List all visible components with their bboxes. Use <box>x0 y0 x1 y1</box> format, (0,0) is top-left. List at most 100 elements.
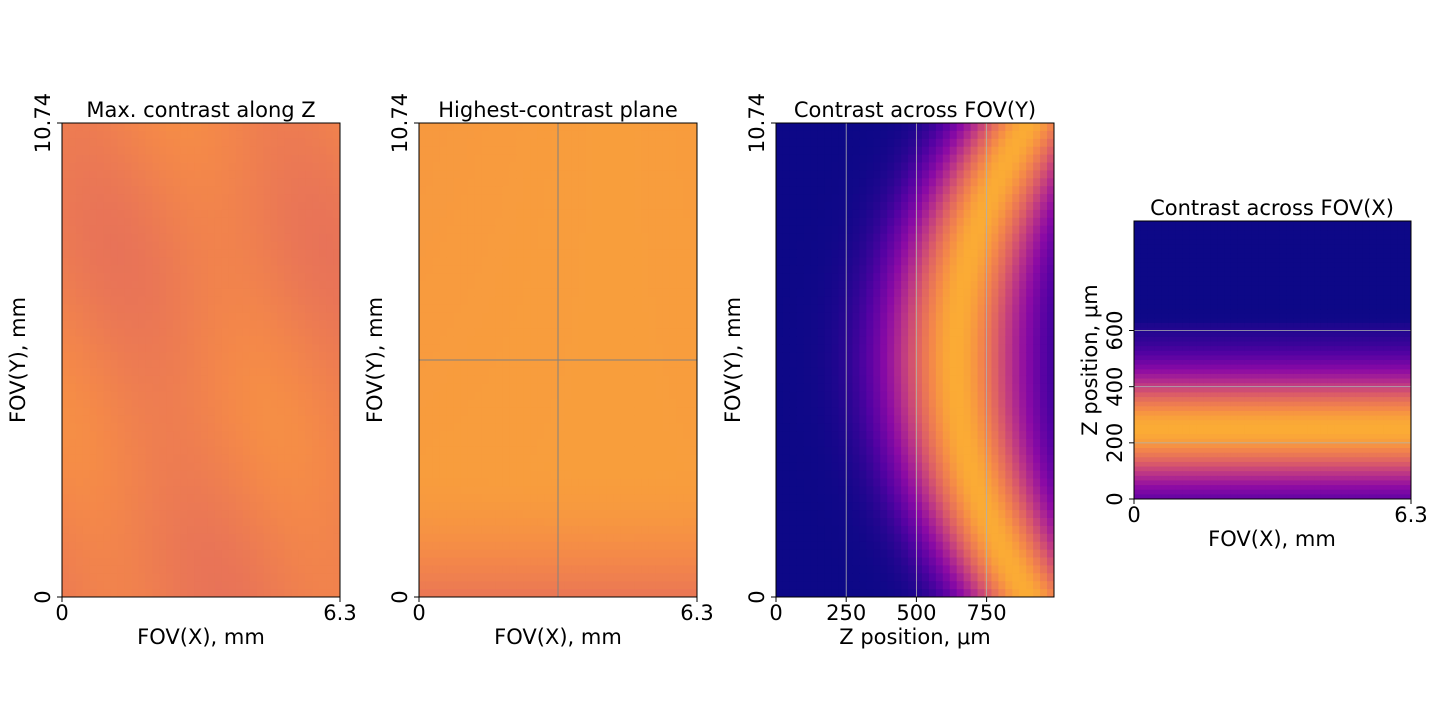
heatmap-cell <box>305 154 313 164</box>
heatmap-cell <box>502 352 510 361</box>
heatmap-cell <box>585 194 594 203</box>
heatmap-cell <box>180 494 188 503</box>
heatmap-cell <box>564 336 573 345</box>
heatmap-cell <box>305 525 313 535</box>
heatmap-cell <box>270 225 279 235</box>
heatmap-cell <box>669 439 677 448</box>
heatmap-cell <box>291 162 299 171</box>
heatmap-cell <box>551 518 559 527</box>
heatmap-cell <box>221 257 230 266</box>
heatmap-cell <box>117 186 126 195</box>
heatmap-cell <box>641 257 649 266</box>
heatmap-cell <box>103 138 112 148</box>
heatmap-cell <box>110 233 119 243</box>
heatmap-cell <box>159 525 167 535</box>
heatmap-cell <box>277 478 285 487</box>
heatmap-cell <box>648 549 656 559</box>
heatmap-cell <box>194 209 202 219</box>
heatmap-cell <box>263 202 272 211</box>
heatmap-cell <box>201 565 209 574</box>
heatmap-cell <box>571 375 580 385</box>
heatmap-cell <box>270 154 279 164</box>
heatmap-cell <box>523 573 531 582</box>
heatmap-cell <box>676 462 684 472</box>
heatmap-cell <box>89 170 98 179</box>
heatmap-cell <box>319 399 327 408</box>
heatmap-cell <box>333 352 340 361</box>
heatmap-cell <box>235 186 244 195</box>
heatmap-cell <box>634 470 642 480</box>
heatmap-cell <box>460 194 469 203</box>
heatmap-cell <box>606 383 615 393</box>
heatmap-cell <box>117 589 126 597</box>
heatmap-cell <box>578 273 587 282</box>
heatmap-cell <box>75 375 84 385</box>
heatmap-cell <box>319 249 327 258</box>
heatmap-cell <box>690 415 697 424</box>
heatmap-cell <box>495 154 503 164</box>
heatmap-cell <box>551 328 559 337</box>
heatmap-cell <box>776 154 784 164</box>
heatmap-cell <box>467 525 476 535</box>
heatmap-cell <box>145 510 153 519</box>
heatmap-cell <box>495 415 503 424</box>
heatmap-cell <box>312 478 320 487</box>
heatmap-cell <box>683 352 691 361</box>
heatmap-cell <box>446 549 455 559</box>
heatmap-cell <box>509 549 517 559</box>
heatmap-cell <box>62 146 70 156</box>
heatmap-cell <box>537 202 545 211</box>
heatmap-cell <box>571 525 580 535</box>
heatmap-cell <box>249 549 258 559</box>
heatmap-cell <box>439 367 448 377</box>
heatmap-cell <box>242 525 251 535</box>
heatmap-cell <box>460 383 469 393</box>
heatmap-cell <box>152 431 160 440</box>
heatmap-cell <box>634 336 642 345</box>
heatmap-cell <box>564 486 573 495</box>
heatmap-cell <box>291 257 299 266</box>
heatmap-cell <box>305 407 313 416</box>
heatmap-cell <box>578 296 587 306</box>
heatmap-cell <box>333 375 340 385</box>
heatmap-cell <box>138 478 146 487</box>
heatmap-cell <box>159 510 167 519</box>
heatmap-cell <box>530 391 538 401</box>
heatmap-cell <box>432 486 441 495</box>
heatmap-cell <box>277 367 285 377</box>
heatmap-cell <box>312 431 320 440</box>
heatmap-cell <box>187 288 195 298</box>
heatmap-cell <box>782 178 791 187</box>
heatmap-cell <box>152 415 160 424</box>
heatmap-cell <box>256 320 265 329</box>
heatmap-cell <box>509 360 517 369</box>
heatmap-cell <box>571 288 580 298</box>
heatmap-cell <box>68 525 77 535</box>
heatmap-cell <box>284 573 292 582</box>
heatmap-cell <box>68 281 77 290</box>
heatmap-cell <box>488 154 497 164</box>
heatmap-cell <box>110 431 119 440</box>
heatmap-cell <box>194 202 202 211</box>
heatmap-cell <box>103 367 112 377</box>
heatmap-cell <box>235 407 244 416</box>
heatmap-cell <box>110 446 119 456</box>
heatmap-cell <box>488 399 497 408</box>
heatmap-cell <box>228 130 237 140</box>
heatmap-cell <box>242 557 251 566</box>
heatmap-cell <box>166 367 174 377</box>
heatmap-cell <box>432 478 441 487</box>
heatmap-cell <box>173 154 181 164</box>
heatmap-cell <box>648 162 656 171</box>
heatmap-cell <box>495 383 503 393</box>
heatmap-cell <box>75 565 84 574</box>
heatmap-cell <box>620 178 629 187</box>
heatmap-cell <box>62 296 70 306</box>
heatmap-cell <box>319 557 327 566</box>
heatmap-cell <box>173 375 181 385</box>
heatmap-cell <box>214 518 223 527</box>
heatmap-cell <box>96 304 105 314</box>
heatmap-cell <box>145 533 153 543</box>
heatmap-cell <box>634 525 642 535</box>
heatmap-cell <box>62 525 70 535</box>
